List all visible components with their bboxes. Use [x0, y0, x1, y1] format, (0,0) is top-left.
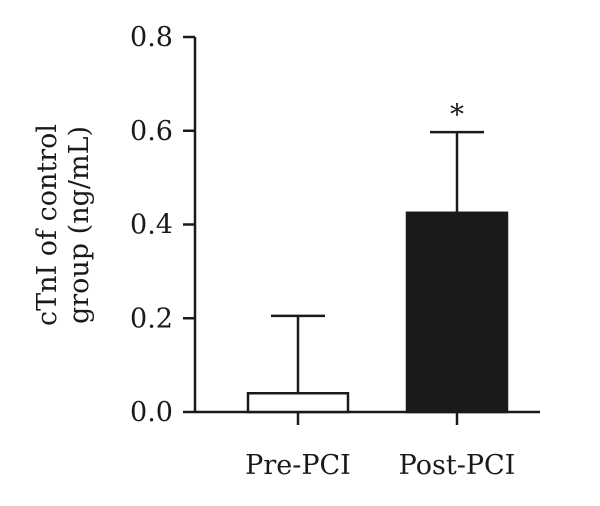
bar-pre-pci — [246, 392, 350, 414]
y-axis-title-line-1: cTnI of control — [32, 124, 63, 326]
y-axis-title: cTnI of control group (ng/mL) — [32, 124, 95, 326]
x-tick-label: Post-PCI — [399, 450, 516, 481]
x-axis: Pre-PCI Post-PCI — [195, 410, 540, 481]
y-axis: 0.0 0.2 0.4 0.6 0.8 — [130, 22, 197, 428]
y-axis-title-line-2: group (ng/mL) — [64, 126, 95, 324]
bars — [246, 211, 509, 414]
y-tick-label: 0.6 — [130, 116, 173, 147]
x-tick-label: Pre-PCI — [245, 450, 351, 481]
y-tick-label: 0.4 — [130, 210, 173, 241]
bar-post-pci — [405, 211, 509, 414]
significance-marker: * — [450, 98, 464, 131]
annotations: * — [450, 98, 464, 131]
y-tick-label: 0.8 — [130, 22, 173, 53]
y-tick-label: 0.0 — [130, 397, 173, 428]
y-tick-label: 0.2 — [130, 303, 173, 334]
error-bars — [271, 130, 484, 394]
